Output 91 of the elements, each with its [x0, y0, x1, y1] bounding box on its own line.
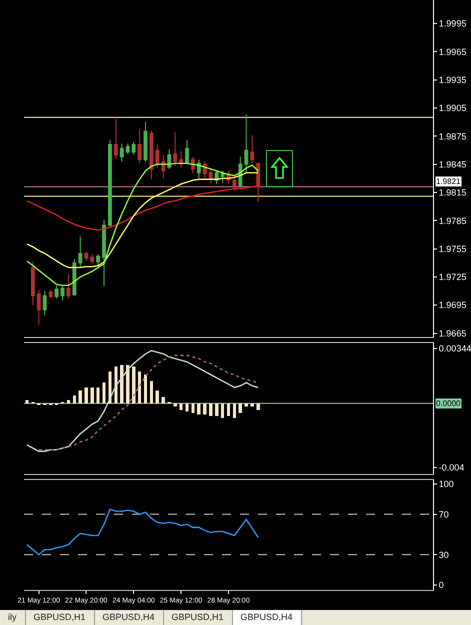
candlestick [30, 261, 35, 306]
bar [120, 365, 124, 404]
line-series [26, 185, 259, 231]
candlestick [185, 139, 189, 164]
y-tick-label: 1.9845 [438, 159, 466, 170]
y-tick-label: 70 [438, 509, 449, 520]
y-tick-label: -0.004 [438, 462, 464, 472]
candlestick [48, 290, 53, 300]
y-tick-label: 1.9935 [438, 74, 466, 85]
candlestick [138, 128, 142, 164]
ref-line-label: 0.0000 [436, 399, 462, 408]
y-tick-label: 30 [438, 550, 449, 560]
bar [203, 403, 206, 415]
y-tick-label: 1.9815 [438, 188, 466, 198]
candlestick [66, 274, 70, 300]
y-tick-label: 1.9755 [438, 244, 466, 254]
bar [156, 390, 159, 404]
bar [90, 387, 94, 404]
candlestick [132, 141, 136, 156]
y-tick-label: 1.9665 [438, 328, 466, 338]
bar [179, 403, 183, 410]
bar [197, 403, 200, 415]
candlestick [196, 159, 201, 179]
y-tick-label: 1.9995 [438, 18, 466, 29]
text: GBPUSD,H1 [26, 610, 95, 625]
candlestick [155, 144, 160, 169]
bar [220, 403, 224, 418]
bar [102, 382, 106, 404]
candlestick [114, 118, 118, 160]
bar [132, 366, 136, 404]
candlestick [36, 290, 41, 326]
y-tick-label: 100 [438, 479, 454, 490]
candlestick [72, 258, 76, 296]
bar [250, 403, 254, 407]
bar [66, 400, 70, 404]
line-series [26, 172, 259, 268]
text: GBPUSD,H4 [94, 610, 164, 625]
candlestick [173, 132, 178, 167]
candlestick [161, 154, 166, 179]
candlestick [232, 178, 236, 192]
text: GBPUSD,H1 [164, 610, 233, 625]
y-tick-label: 1.9965 [438, 46, 466, 57]
y-tick-label: 0.00344 [438, 344, 471, 354]
bar [174, 403, 177, 407]
candlestick [60, 284, 64, 301]
bar [84, 387, 88, 404]
candlestick [220, 170, 225, 184]
y-tick-label: 1.9785 [438, 216, 466, 226]
candlestick [149, 130, 154, 180]
bar [72, 395, 76, 404]
bar [215, 403, 218, 416]
candlestick [244, 114, 248, 174]
bar [144, 374, 148, 404]
line-series [26, 508, 259, 556]
y-tick-label: 0 [438, 580, 444, 590]
candlestick [120, 143, 124, 162]
bar [191, 403, 195, 413]
y-tick-label: 1.9905 [438, 103, 466, 114]
candlestick [102, 219, 106, 287]
candlestick [54, 284, 59, 300]
candlestick [84, 251, 88, 262]
y-tick-label: 1.9875 [438, 131, 466, 142]
bar [244, 403, 248, 407]
text: GBPUSD,H4 [232, 610, 302, 625]
candlestick [126, 143, 130, 154]
bar [185, 403, 189, 412]
text: ily [0, 610, 26, 625]
candlestick [250, 134, 254, 164]
bar [25, 400, 29, 404]
bar [78, 390, 82, 404]
line-series [26, 162, 259, 286]
bar [232, 403, 236, 418]
candlestick [42, 290, 47, 316]
y-tick-label: 1.9725 [438, 272, 466, 282]
bar [226, 403, 230, 416]
bar [238, 403, 242, 413]
ref-line-label: 1.9821 [436, 177, 462, 186]
candlestick [78, 236, 82, 268]
y-tick-label: 1.9695 [438, 300, 466, 310]
bar [96, 387, 100, 404]
candlestick [208, 168, 213, 184]
bar [162, 397, 165, 404]
bar [209, 403, 212, 416]
candlestick [144, 122, 148, 162]
candlestick [256, 162, 260, 202]
bar [126, 365, 130, 404]
candlestick [90, 254, 94, 264]
bar [256, 403, 260, 410]
candlestick [96, 254, 100, 268]
bar [150, 381, 154, 404]
candlestick [108, 139, 112, 228]
